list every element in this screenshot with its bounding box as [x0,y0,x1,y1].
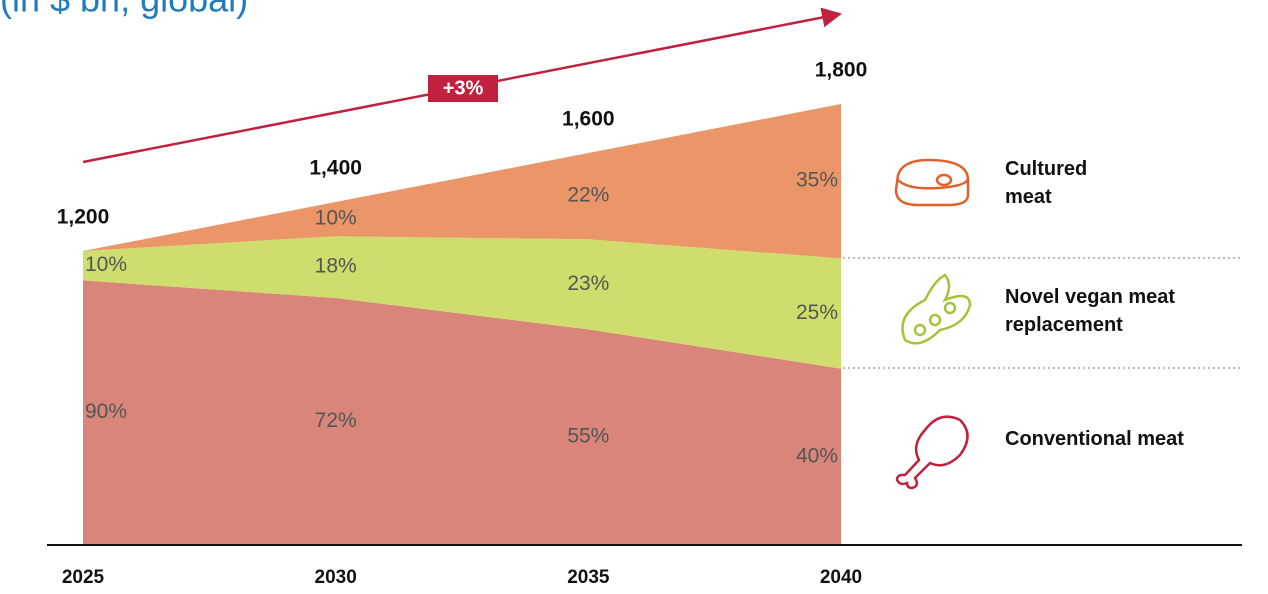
growth-label: +3% [443,77,484,99]
total-label: 1,200 [57,206,110,229]
total-label: 1,600 [562,108,615,131]
vegan-icon [901,273,972,345]
legend-entry: Conventional meat [1005,428,1184,450]
data-label: 25% [796,301,838,324]
data-label: 10% [85,253,127,276]
data-label: 90% [85,400,127,423]
area [83,280,841,545]
x-tick-label: 2035 [567,567,610,588]
legend-entry: Novel vegan meat replacement [1005,286,1176,336]
data-label: 72% [315,409,357,432]
subtitle: (in $ bn, global) [0,0,248,20]
total-label: 1,400 [309,157,362,180]
data-label: 55% [567,425,609,448]
total-label: 1,800 [815,59,868,82]
data-label: 35% [796,169,838,192]
x-tick-label: 2030 [315,567,357,588]
data-label: 40% [796,444,838,467]
data-label: 10% [315,207,357,230]
x-tick-label: 2025 [62,567,105,588]
area [83,104,841,259]
area [83,236,841,369]
data-label: 18% [315,255,357,278]
data-label: 22% [567,184,609,207]
plot: 90% 72% 55% 40% 10% 18% 23% 25% 10% 22% 35% 1,200 1,… [57,59,868,545]
growth-badge [428,75,498,102]
data-label: 23% [567,272,609,295]
conventional-icon [895,415,969,490]
legend-entry: Cultured meat [1005,158,1088,208]
cultured-icon [894,158,970,207]
x-tick-label: 2040 [820,567,862,588]
